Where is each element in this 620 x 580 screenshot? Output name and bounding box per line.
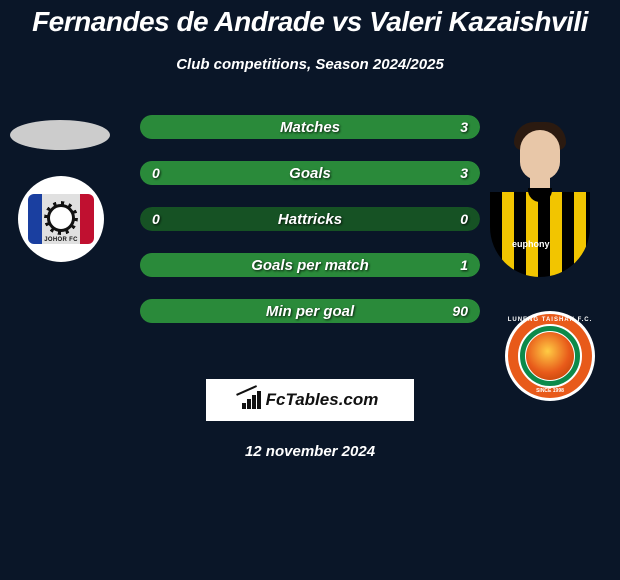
- sun-icon: [526, 332, 574, 380]
- page-title: Fernandes de Andrade vs Valeri Kazaishvi…: [0, 0, 620, 38]
- stat-value-right: 0: [460, 211, 468, 227]
- stat-label: Goals per match: [251, 257, 369, 274]
- club-right-text-bottom: SINCE 1998: [505, 388, 595, 394]
- stat-row: Min per goal 90: [140, 299, 480, 323]
- gear-icon: [47, 204, 75, 232]
- stat-row: Matches 3: [140, 115, 480, 139]
- club-left-label: JOHOR FC: [44, 237, 77, 244]
- stat-value-right: 1: [460, 257, 468, 273]
- stat-value-left: 0: [152, 165, 160, 181]
- stat-row: Hattricks 0 0: [140, 207, 480, 231]
- footer-date: 12 november 2024: [0, 443, 620, 460]
- stat-row: Goals per match 1: [140, 253, 480, 277]
- stat-value-right: 3: [460, 165, 468, 181]
- stat-value-right: 90: [452, 303, 468, 319]
- stat-row: Goals 0 3: [140, 161, 480, 185]
- stat-label: Matches: [280, 119, 340, 136]
- shirt-sponsor: euphony: [512, 239, 550, 249]
- stat-label: Min per goal: [266, 303, 354, 320]
- stat-value-left: 0: [152, 211, 160, 227]
- club-badge-right: LUNENG TAISHAN F.C. SINCE 1998: [500, 306, 600, 406]
- footer-brand-text: FcTables.com: [266, 390, 379, 410]
- stat-label: Goals: [289, 165, 331, 182]
- stat-label: Hattricks: [278, 211, 342, 228]
- subtitle: Club competitions, Season 2024/2025: [0, 56, 620, 73]
- player-left-placeholder: [10, 120, 110, 150]
- club-right-text-top: LUNENG TAISHAN F.C.: [505, 317, 595, 323]
- club-badge-left: JOHOR FC: [18, 176, 104, 262]
- bar-chart-icon: [242, 391, 262, 409]
- footer-brand-badge: FcTables.com: [206, 379, 414, 421]
- stat-value-right: 3: [460, 119, 468, 135]
- player-right-photo: euphony: [490, 122, 590, 277]
